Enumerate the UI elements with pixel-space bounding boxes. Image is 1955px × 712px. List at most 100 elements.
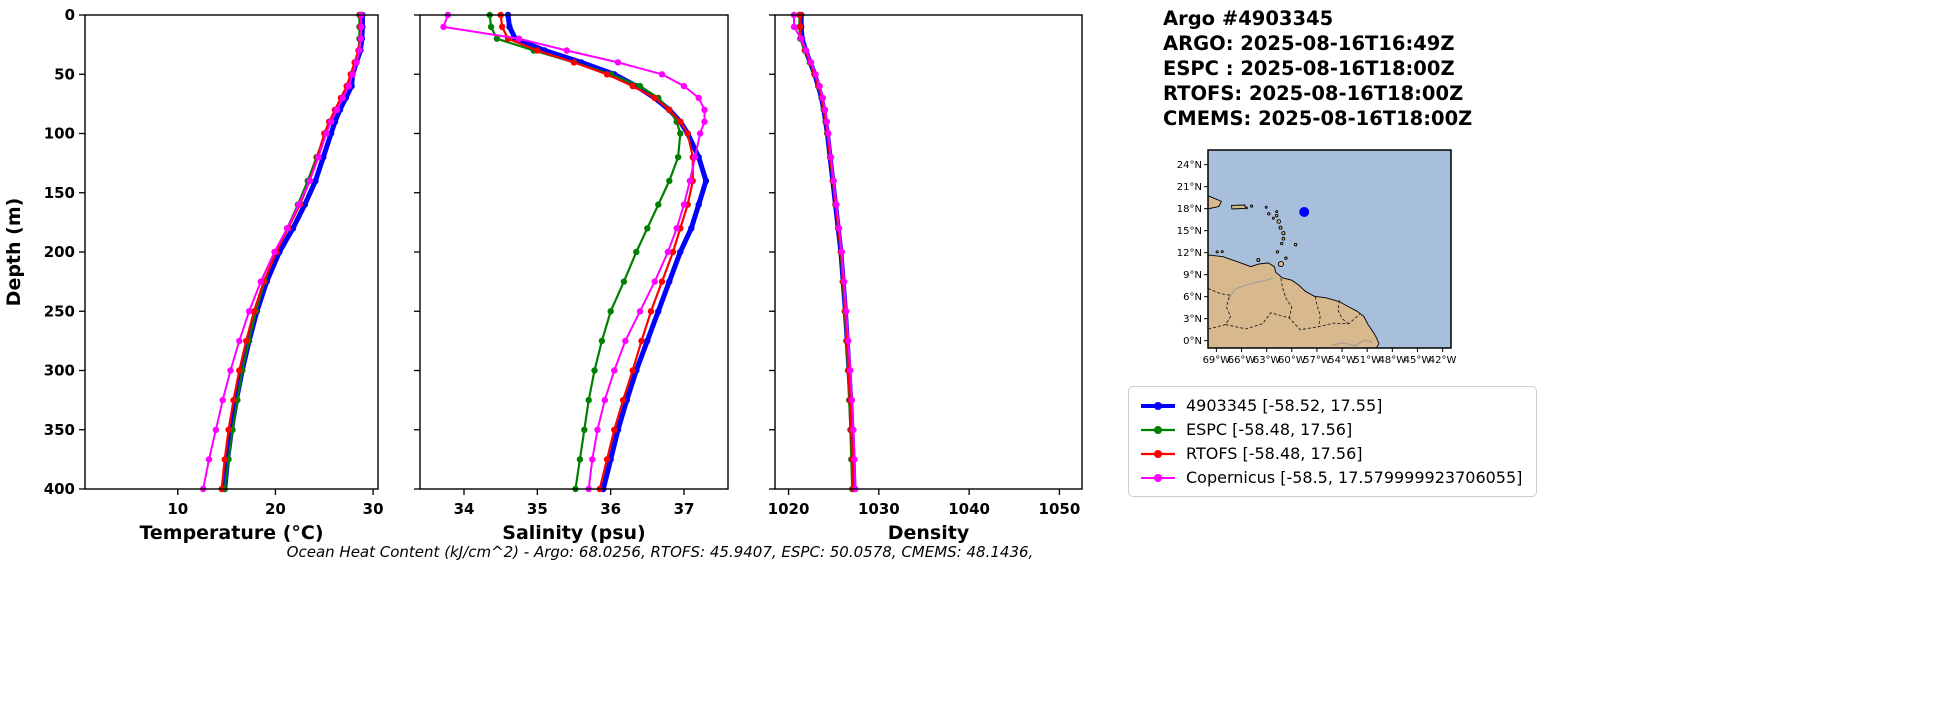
panel-salinity: 34 35 36 37 Salinity (psu)	[414, 11, 729, 544]
legend-marker-line-dot-icon	[1141, 449, 1175, 458]
map-island	[1264, 205, 1268, 209]
map-island	[1277, 260, 1284, 268]
float-info: Argo #4903345 ARGO: 2025-08-16T16:49Z ES…	[1163, 6, 1472, 131]
map-island	[1220, 250, 1224, 254]
map-lat-label: 6°N	[1183, 292, 1202, 303]
map-island	[1275, 250, 1280, 254]
map-lat-label: 0°N	[1183, 336, 1202, 347]
map-border	[1208, 288, 1232, 330]
map-lat-label: 3°N	[1183, 314, 1202, 325]
map-lat-label: 12°N	[1177, 248, 1202, 259]
map-lon-label: 57°W	[1303, 355, 1331, 366]
x-tick-label: 10	[167, 500, 188, 518]
argo-timestamp: ARGO: 2025-08-16T16:49Z	[1163, 32, 1455, 55]
x-tick-label: 20	[265, 500, 286, 518]
map-island	[1256, 258, 1261, 262]
y-tick-label: 300	[44, 362, 75, 380]
map-lat-label: 24°N	[1177, 160, 1202, 171]
map-island	[1215, 250, 1219, 254]
float-position-marker	[1299, 207, 1310, 217]
map-island	[1276, 219, 1282, 224]
x-tick-label: 34	[454, 500, 475, 518]
x-tick-label: 36	[600, 500, 621, 518]
legend-item-argo: 4903345 [-58.52, 17.55]	[1139, 396, 1522, 415]
map-island	[1281, 236, 1286, 241]
y-tick-label: 100	[44, 125, 75, 143]
map-lon-label: 63°W	[1253, 355, 1281, 366]
profile-charts: 10 20 30050100150200250300350400Temperatur…	[3, 6, 1083, 544]
series-copernicus-density	[790, 11, 859, 493]
panel-frame	[84, 14, 379, 490]
y-tick-label: 50	[54, 65, 75, 83]
map-island	[1274, 213, 1279, 218]
map-border	[1280, 278, 1293, 318]
legend-item-copernicus: Copernicus [-58.5, 17.579999923706055]	[1139, 468, 1522, 487]
panel-frame	[774, 14, 1083, 490]
legend-label: ESPC [-58.48, 17.56]	[1186, 420, 1353, 439]
map-border	[1314, 296, 1321, 327]
panel-frame	[419, 14, 729, 490]
x-tick-label: 1050	[1039, 500, 1081, 518]
espc-timestamp: ESPC : 2025-08-16T18:00Z	[1163, 57, 1455, 80]
location-map: 24°N 21°N 18°N 15°N 12°N 9°N 6°N 3°N 0°N69°W66°W…	[1177, 149, 1457, 366]
legend-label: Copernicus [-58.5, 17.579999923706055]	[1186, 468, 1523, 487]
x-tick-label: 1020	[768, 500, 810, 518]
map-island	[1267, 212, 1271, 216]
map-landmass	[1208, 195, 1223, 210]
map-island	[1245, 206, 1248, 210]
series-espc-density	[796, 11, 856, 493]
legend: 4903345 [-58.52, 17.55] ESPC [-58.48, 17…	[1128, 386, 1538, 497]
map-river	[1331, 339, 1373, 347]
map-lat-label: 9°N	[1183, 270, 1202, 281]
map-lat-label: 18°N	[1177, 204, 1202, 215]
series-espc-temperature	[221, 11, 363, 493]
series-copernicus-salinity	[440, 11, 708, 493]
legend-marker-line-dot-icon	[1141, 473, 1175, 482]
map-lat-label: 15°N	[1177, 226, 1202, 237]
x-axis-label-density: Density	[888, 522, 970, 544]
legend-item-rtofs: RTOFS [-58.48, 17.56]	[1139, 444, 1522, 463]
map-lon-label: 66°W	[1228, 355, 1256, 366]
legend-item-espc: ESPC [-58.48, 17.56]	[1139, 420, 1522, 439]
map-island	[1284, 256, 1288, 260]
x-tick-label: 1030	[858, 500, 900, 518]
series-argo-temperature	[221, 11, 366, 493]
legend-label: RTOFS [-58.48, 17.56]	[1186, 444, 1363, 463]
x-tick-label: 30	[363, 500, 384, 518]
x-axis-label-salinity: Salinity (psu)	[502, 522, 645, 544]
map-landmass	[1208, 254, 1380, 348]
y-tick-label: 150	[44, 184, 75, 202]
panel-temperature: 10 20 30050100150200250300350400Temperatur…	[44, 6, 384, 544]
map-island	[1281, 231, 1286, 236]
y-tick-label: 0	[65, 6, 75, 24]
map-lon-label: 54°W	[1328, 355, 1356, 366]
map-island	[1275, 210, 1279, 214]
map-frame	[1207, 149, 1452, 349]
y-tick-label: 400	[44, 480, 75, 498]
ohc-caption: Ocean Heat Content (kJ/cm^2) - Argo: 68.…	[286, 543, 1034, 561]
map-lon-label: 69°W	[1203, 355, 1231, 366]
map-river	[1227, 277, 1273, 300]
y-tick-label: 350	[44, 421, 75, 439]
map-landmass	[1230, 204, 1246, 210]
float-title: Argo #4903345	[1163, 7, 1334, 30]
series-espc-salinity	[486, 11, 684, 493]
y-axis-label-depth: Depth (m)	[3, 198, 25, 307]
x-axis-label-temperature: Temperature (°C)	[139, 522, 323, 544]
map-island	[1271, 216, 1275, 220]
map-lon-label: 48°W	[1379, 355, 1407, 366]
legend-label: 4903345 [-58.52, 17.55]	[1186, 396, 1383, 415]
map-island	[1278, 225, 1283, 230]
rtofs-timestamp: RTOFS: 2025-08-16T18:00Z	[1163, 82, 1464, 105]
map-lon-label: 42°W	[1429, 355, 1457, 366]
series-rtofs-density	[797, 11, 857, 493]
y-tick-label: 200	[44, 243, 75, 261]
cmems-timestamp: CMEMS: 2025-08-16T18:00Z	[1163, 107, 1473, 130]
legend-marker-line-dot-icon	[1141, 401, 1175, 410]
map-lat-label: 21°N	[1177, 182, 1202, 193]
y-tick-label: 250	[44, 302, 75, 320]
series-rtofs-temperature	[218, 11, 364, 493]
map-features	[1208, 195, 1380, 348]
map-lon-label: 60°W	[1278, 355, 1306, 366]
